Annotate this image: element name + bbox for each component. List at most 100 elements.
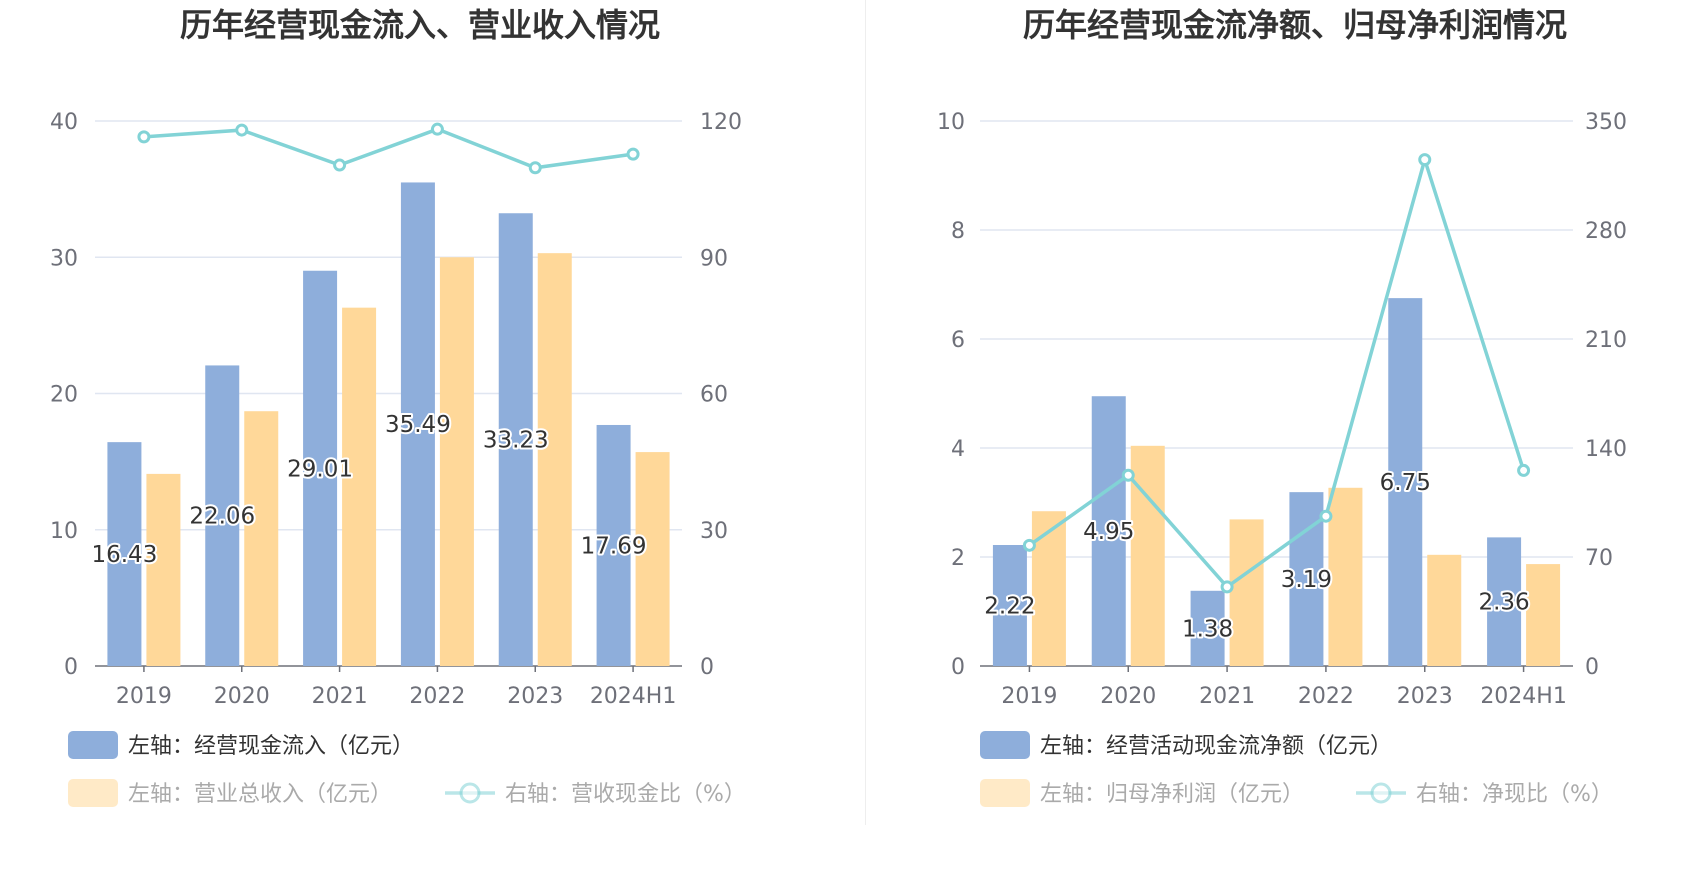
- x-tick-label: 2019: [1001, 684, 1057, 709]
- panel-divider: [865, 0, 866, 825]
- y-left-tick-label: 8: [951, 219, 965, 244]
- bar-primary: [992, 545, 1027, 666]
- x-tick-label: 2023: [1397, 684, 1453, 709]
- ratio-point: [1418, 153, 1432, 167]
- legend-swatch: [980, 731, 1030, 759]
- x-tick-label: 2023: [507, 684, 563, 709]
- legend-swatch: [68, 731, 118, 759]
- bar-data-label: 29.01: [287, 456, 353, 482]
- chart-title: 历年经营现金流入、营业收入情况: [180, 6, 660, 44]
- bar-primary: [1487, 537, 1522, 666]
- ratio-point: [137, 130, 151, 144]
- bar-primary: [1091, 396, 1126, 666]
- chart-title: 历年经营现金流净额、归母净利润情况: [1023, 6, 1567, 44]
- y-left-tick-label: 20: [50, 383, 78, 408]
- ratio-point: [1220, 580, 1234, 594]
- x-tick-label: 2020: [214, 684, 270, 709]
- legend-swatch: [980, 779, 1030, 807]
- bar-primary: [400, 182, 435, 667]
- x-tick-label: 2020: [1100, 684, 1156, 709]
- bar-data-label: 1.38: [1182, 616, 1233, 642]
- x-tick-label: 2022: [1298, 684, 1354, 709]
- bar-data-label: 16.43: [91, 542, 157, 568]
- legend-line-marker: [1370, 782, 1392, 804]
- bar-primary: [498, 213, 533, 666]
- y-left-tick-label: 2: [951, 546, 965, 571]
- ratio-point: [1319, 509, 1333, 523]
- bar-secondary: [635, 452, 670, 666]
- bar-primary: [596, 424, 631, 666]
- bar-data-label: 6.75: [1380, 470, 1431, 496]
- y-right-tick-label: 0: [1585, 655, 1599, 680]
- legend-label: 右轴：净现比（%）: [1416, 782, 1613, 807]
- y-right-tick-label: 30: [700, 519, 728, 544]
- bar-secondary: [244, 411, 279, 666]
- ratio-point: [528, 161, 542, 175]
- chart-net-cashflow-profit: 历年经营现金流净额、归母净利润情况 0 0 2 70 4 140 6 210 8 280 10 350 2…: [937, 6, 1627, 807]
- bar-secondary: [1229, 519, 1264, 666]
- bar-primary: [1388, 298, 1423, 666]
- y-left-tick-label: 0: [951, 655, 965, 680]
- legend-label: 左轴：经营活动现金流净额（亿元）: [1040, 734, 1392, 759]
- bar-secondary: [439, 257, 474, 666]
- bar-data-label: 3.19: [1281, 567, 1332, 593]
- y-left-tick-label: 4: [951, 437, 965, 462]
- y-right-tick-label: 140: [1585, 437, 1627, 462]
- x-tick-label: 2021: [1199, 684, 1255, 709]
- y-left-tick-label: 30: [50, 246, 78, 271]
- bar-data-label: 2.36: [1478, 590, 1529, 616]
- bar-data-label: 33.23: [483, 428, 549, 454]
- bar-data-label: 22.06: [189, 504, 255, 530]
- bar-primary: [1190, 590, 1225, 666]
- y-right-tick-label: 70: [1585, 546, 1613, 571]
- y-right-tick-label: 280: [1585, 219, 1627, 244]
- ratio-line: [143, 127, 634, 170]
- y-right-tick-label: 350: [1585, 110, 1627, 135]
- x-tick-label: 2021: [312, 684, 368, 709]
- bar-primary: [205, 365, 240, 666]
- y-right-tick-label: 0: [700, 655, 714, 680]
- ratio-line: [1028, 153, 1526, 590]
- y-left-tick-label: 10: [50, 519, 78, 544]
- legend-line-marker: [459, 782, 481, 804]
- ratio-point: [235, 123, 249, 137]
- legend-label: 右轴：营收现金比（%）: [505, 782, 746, 807]
- y-right-tick-label: 120: [700, 110, 742, 135]
- ratio-point: [626, 147, 640, 161]
- x-tick-label: 2019: [116, 684, 172, 709]
- chart-panel-cash-inflow: 历年经营现金流入、营业收入情况 0 0 10 30 20 60 30 90 40 120 2019 20…: [50, 6, 746, 807]
- bar-secondary: [1031, 511, 1066, 666]
- x-tick-label: 2022: [409, 684, 465, 709]
- bar-secondary: [1130, 445, 1165, 666]
- bar-secondary: [1526, 564, 1561, 666]
- bar-data-label: 17.69: [581, 533, 647, 559]
- bar-secondary: [1427, 554, 1462, 666]
- x-tick-label: 2024H1: [1480, 684, 1567, 709]
- y-right-tick-label: 210: [1585, 328, 1627, 353]
- legend-label: 左轴：经营现金流入（亿元）: [128, 734, 414, 759]
- y-right-tick-label: 90: [700, 246, 728, 271]
- bar-data-label: 35.49: [385, 412, 451, 438]
- legend-swatch: [68, 779, 118, 807]
- bar-secondary: [1328, 487, 1363, 666]
- bar-data-label: 4.95: [1083, 519, 1134, 545]
- bar-primary: [303, 270, 338, 666]
- ratio-point: [1022, 538, 1036, 552]
- y-left-tick-label: 40: [50, 110, 78, 135]
- y-right-tick-label: 60: [700, 383, 728, 408]
- bar-secondary: [342, 307, 377, 666]
- y-left-tick-label: 6: [951, 328, 965, 353]
- y-left-tick-label: 10: [937, 110, 965, 135]
- bar-data-label: 2.22: [984, 594, 1035, 620]
- ratio-point: [1121, 468, 1135, 482]
- ratio-point: [1517, 463, 1531, 477]
- y-left-tick-label: 0: [64, 655, 78, 680]
- bar-secondary: [146, 473, 181, 666]
- ratio-point: [333, 158, 347, 172]
- legend-label: 左轴：营业总收入（亿元）: [128, 782, 392, 807]
- chart-panel-net-cashflow: 历年经营现金流净额、归母净利润情况 0 0 2 70 4 140 6 210 8 280 10 350 2…: [860, 0, 1700, 874]
- bar-secondary: [537, 253, 572, 666]
- ratio-point: [430, 122, 444, 136]
- chart-cash-inflow-revenue: 历年经营现金流入、营业收入情况 0 0 10 30 20 60 30 90 40 120 2019 20…: [50, 6, 746, 807]
- legend-label: 左轴：归母净利润（亿元）: [1040, 782, 1304, 807]
